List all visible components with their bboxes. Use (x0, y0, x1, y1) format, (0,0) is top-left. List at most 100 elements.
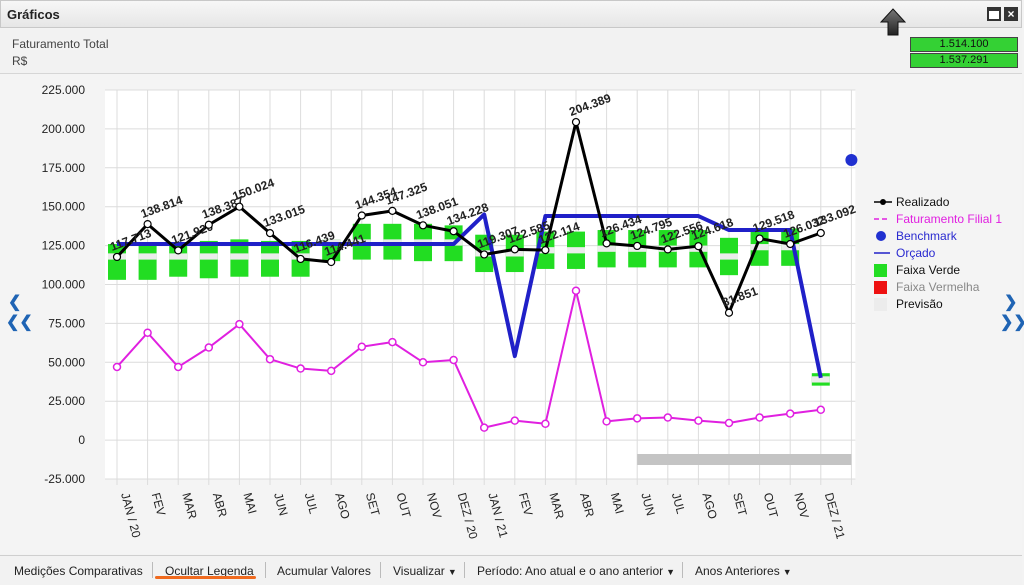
realized-point (755, 234, 764, 243)
previous-years-dropdown[interactable]: Anos Anteriores ▼ (695, 564, 792, 578)
kpi-unit: R$ (12, 54, 28, 68)
arrow-up-icon (880, 8, 906, 36)
view-dropdown[interactable]: Visualizar ▼ (393, 564, 457, 578)
realized-point (418, 221, 428, 230)
realized-point (357, 211, 366, 220)
x-tick-label: SET (363, 491, 383, 518)
legend-marker (880, 199, 886, 205)
prev-icon[interactable]: ❮ (8, 294, 22, 311)
separator (682, 562, 683, 578)
filial-point (694, 416, 703, 425)
x-tick-label: NOV (791, 491, 811, 520)
legend-label: Benchmark (896, 229, 958, 243)
y-tick-label: 100.000 (42, 278, 86, 292)
realized-point (388, 206, 397, 215)
x-tick-label: FEV (516, 491, 536, 517)
accumulate-values-button[interactable]: Acumular Valores (277, 564, 371, 578)
realized-point (112, 252, 122, 262)
chart: -25.000 0 25.000 50.000 75.000 100.000 125.000… (42, 83, 1003, 541)
realized-point (602, 239, 611, 248)
period-dropdown[interactable]: Período: Ano atual e o ano anterior ▼ (477, 564, 676, 578)
x-tick-label: DEZ / 21 (822, 491, 848, 541)
x-tick-label: MAR (179, 491, 200, 521)
realized-point (694, 242, 703, 251)
chart-panel: -25.000 0 25.000 50.000 75.000 100.000 125.000… (0, 74, 1022, 554)
kpi-value-current: 1.514.100 (910, 37, 1018, 52)
realized-point (480, 250, 489, 259)
realized-point (510, 245, 519, 254)
y-tick-label: 125.000 (42, 239, 86, 253)
benchmark-point (845, 154, 858, 167)
realized-point (633, 241, 642, 251)
budget-line (117, 212, 823, 379)
filial-point (418, 358, 428, 367)
separator (380, 562, 381, 578)
filial-line (116, 289, 821, 429)
annotation-underline (155, 576, 256, 579)
x-tick-label: AGO (332, 491, 352, 520)
filial-point (357, 342, 367, 351)
legend-marker (876, 231, 886, 241)
x-tick-label: SET (730, 491, 750, 518)
x-tick-label: MAR (547, 491, 568, 521)
filial-point (265, 354, 275, 364)
legend-label: Faturamento Filial 1 (896, 212, 1002, 226)
y-tick-label: 25.000 (48, 394, 85, 408)
filial-point (724, 418, 734, 428)
x-tick-label: AGO (700, 491, 720, 520)
forecast-bar (750, 244, 769, 251)
realized-point (449, 227, 458, 236)
legend-marker (874, 298, 887, 311)
next-fast-icon[interactable]: ❯❯ (1000, 314, 1024, 331)
separator (464, 562, 465, 578)
x-tick-label: ABR (210, 491, 230, 519)
realized-point (143, 220, 152, 229)
filial-point (755, 413, 764, 422)
filial-point (785, 409, 795, 418)
filial-point (235, 319, 244, 329)
forecast-bar (199, 253, 218, 260)
filial-point (602, 417, 611, 426)
forecast-bar (230, 253, 249, 260)
kpi-header: Faturamento Total R$ (0, 29, 1022, 74)
maximize-icon[interactable] (987, 7, 1001, 21)
forecast-bar (169, 253, 188, 260)
x-tick-label: JAN / 20 (118, 491, 144, 539)
x-tick-label: MAI (608, 491, 627, 515)
legend-label: Faixa Vermelha (896, 280, 980, 294)
x-tick-label: JAN / 21 (485, 491, 511, 539)
filial-point (632, 414, 642, 423)
realized-point (571, 117, 581, 127)
realized-point (296, 254, 305, 264)
realized-point (724, 308, 734, 317)
legend-marker (874, 264, 887, 277)
realized-point (235, 202, 244, 211)
x-tick-label: ABR (577, 491, 597, 519)
hide-legend-button[interactable]: Ocultar Legenda (165, 564, 254, 578)
next-icon[interactable]: ❯ (1004, 294, 1018, 311)
forecast-bar (811, 376, 830, 383)
filial-point (326, 366, 336, 376)
caret-down-icon: ▼ (666, 567, 676, 577)
filial-point (112, 362, 122, 372)
filial-point (816, 405, 826, 415)
filial-point (296, 364, 305, 373)
window-titlebar: Gráficos × (0, 0, 1022, 28)
forecast-bar (261, 253, 279, 260)
x-tick-label: FEV (149, 491, 169, 517)
window-title: Gráficos (7, 7, 60, 22)
kpi-title: Faturamento Total (12, 37, 109, 51)
filial-point (143, 328, 152, 337)
y-tick-label: 225.000 (42, 83, 86, 97)
comparative-measurements-button[interactable]: Medições Comparativas (14, 564, 143, 578)
filial-point (663, 413, 673, 422)
filial-point (571, 286, 581, 295)
y-tick-label: 150.000 (42, 200, 86, 214)
realized-point (174, 246, 183, 255)
prev-fast-icon[interactable]: ❮❮ (6, 314, 33, 331)
y-tick-label: 75.000 (48, 316, 85, 330)
close-icon[interactable]: × (1004, 7, 1018, 21)
legend-label: Faixa Verde (896, 263, 960, 277)
x-tick-label: JUN (638, 491, 658, 517)
filial-point (541, 419, 550, 429)
